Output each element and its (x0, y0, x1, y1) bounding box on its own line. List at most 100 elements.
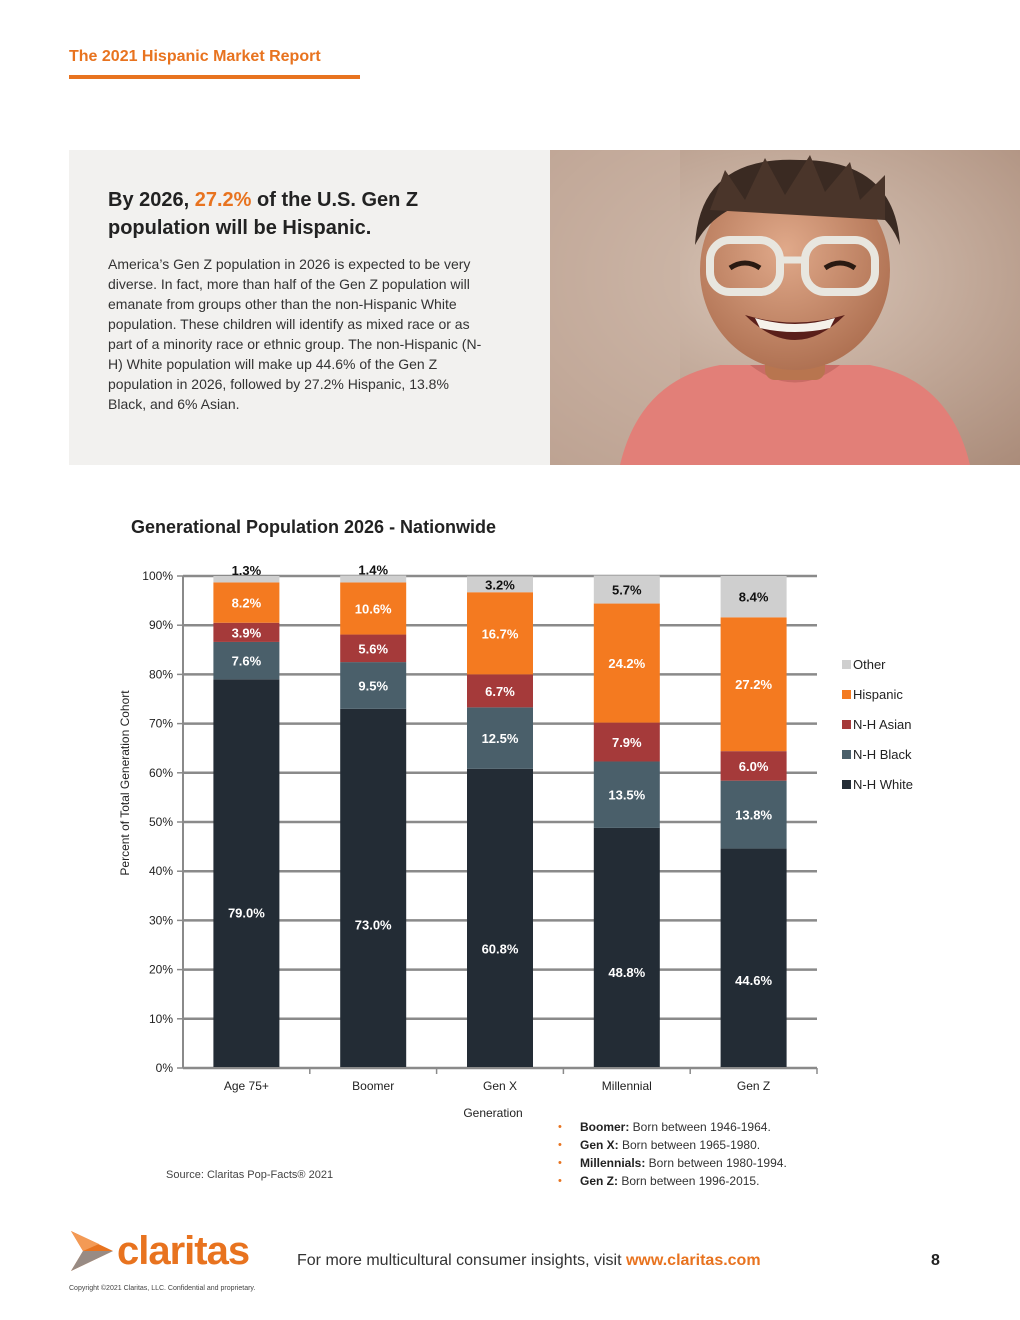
y-tick-label: 60% (149, 766, 173, 780)
data-label: 10.6% (355, 601, 392, 616)
y-tick-label: 50% (149, 815, 173, 829)
bar-segment (340, 708, 407, 1068)
heading-accent-stat: 27.2% (194, 189, 252, 211)
data-label: 8.2% (232, 596, 262, 611)
bar-segment (340, 575, 407, 583)
legend-swatch (842, 720, 851, 729)
generation-name: Boomer: (580, 1120, 630, 1134)
bar-segment (593, 722, 660, 762)
data-label: 7.6% (232, 654, 262, 669)
callout-heading: By 2026, 27.2% of the U.S. Gen Z populat… (108, 186, 508, 242)
claritas-logo-icon[interactable] (69, 1227, 269, 1275)
bar-segment (213, 576, 280, 583)
copyright-notice: Copyright ©2021 Claritas, LLC. Confident… (69, 1285, 256, 1292)
photo-illustration (550, 150, 1020, 465)
generation-definition-item: Gen Z: Born between 1996-2015. (558, 1172, 787, 1190)
heading-tail: of the U.S. Gen Z population will be His… (108, 189, 419, 239)
bar-segment (213, 582, 280, 623)
bar-segment (467, 576, 533, 593)
data-label: 13.8% (735, 808, 772, 823)
legend-label: N-H White (853, 777, 913, 792)
x-tick-label: Gen X (483, 1079, 517, 1093)
bar-segment (340, 634, 407, 663)
data-label: 79.0% (228, 906, 265, 921)
legend-swatch (842, 780, 851, 789)
bar-segment (593, 761, 660, 828)
data-label: 5.6% (358, 641, 388, 656)
data-label: 1.4% (358, 563, 388, 578)
y-tick-label: 90% (149, 618, 173, 632)
data-label: 3.2% (485, 577, 515, 592)
callout-body: America’s Gen Z population in 2026 is ex… (108, 256, 482, 412)
y-tick-label: 0% (156, 1061, 174, 1075)
bar-segment (340, 582, 407, 635)
data-label: 3.9% (232, 625, 262, 640)
y-tick-label: 30% (149, 913, 173, 927)
bar-segment (593, 827, 660, 1068)
x-tick-label: Age 75+ (224, 1079, 269, 1093)
callout-box: By 2026, 27.2% of the U.S. Gen Z populat… (69, 150, 550, 465)
generation-range: Born between 1965-1980. (618, 1138, 761, 1152)
generation-range: Born between 1980-1994. (645, 1156, 787, 1170)
bar-segment (340, 662, 407, 709)
generation-definitions: Boomer: Born between 1946-1964. Gen X: B… (558, 1118, 787, 1190)
bar-segment (593, 603, 660, 723)
generation-range: Born between 1946-1964. (629, 1120, 771, 1134)
chart-source: Source: Claritas Pop-Facts® 2021 (166, 1169, 334, 1181)
y-tick-label: 40% (149, 864, 173, 878)
bar-segment (593, 575, 660, 604)
y-tick-label: 100% (142, 569, 173, 583)
y-tick-label: 80% (149, 667, 173, 681)
x-tick-label: Gen Z (737, 1079, 770, 1093)
generation-range: Born between 1996-2015. (618, 1174, 760, 1188)
y-tick-label: 20% (149, 963, 173, 977)
legend-label: N-H Black (853, 747, 912, 762)
page-number: 8 (931, 1252, 940, 1269)
legend-swatch (842, 690, 851, 699)
smiling-boy-photo (550, 150, 1020, 465)
generation-definition-item: Gen X: Born between 1965-1980. (558, 1136, 787, 1154)
data-label: 27.2% (735, 677, 772, 692)
bar-segment (467, 592, 533, 675)
bar-segment (213, 641, 280, 680)
data-label: 13.5% (608, 788, 645, 803)
claritas-website-link[interactable]: www.claritas.com (625, 1252, 761, 1269)
data-label: 60.8% (482, 941, 519, 956)
y-tick-label: 70% (149, 717, 173, 731)
x-tick-label: Millennial (602, 1079, 652, 1093)
bar-segment (720, 617, 787, 752)
bar-segment (213, 679, 280, 1068)
chart-title: Generational Population 2026 - Nationwid… (131, 517, 497, 537)
data-label: 9.5% (358, 678, 388, 693)
data-label: 73.0% (355, 917, 392, 932)
y-tick-label: 10% (149, 1012, 173, 1026)
legend-swatch (842, 660, 851, 669)
bar-segment (720, 848, 787, 1068)
data-label: 6.0% (739, 759, 769, 774)
legend-label: N-H Asian (853, 717, 912, 732)
footer-cta: For more multicultural consumer insights… (297, 1252, 761, 1270)
x-tick-label: Boomer (352, 1079, 394, 1093)
bar-segment (720, 751, 787, 781)
generation-name: Gen Z: (580, 1174, 618, 1188)
data-label: 48.8% (608, 965, 645, 980)
bar-segment (467, 674, 533, 708)
legend-label: Hispanic (853, 687, 903, 702)
data-label: 6.7% (485, 684, 515, 699)
bar-segment (720, 780, 787, 849)
generation-name: Millennials: (580, 1156, 646, 1170)
data-label: 12.5% (482, 731, 519, 746)
legend-label: Other (853, 657, 886, 672)
bar-segment (213, 622, 280, 642)
data-label: 16.7% (482, 626, 519, 641)
y-axis-label: Percent of Total Generation Cohort (118, 690, 132, 876)
data-label: 1.3% (232, 563, 262, 578)
title-underline (69, 75, 360, 79)
data-label: 7.9% (612, 735, 642, 750)
bar-segment (720, 576, 787, 618)
claritas-logo-text[interactable]: claritas (117, 1229, 250, 1273)
generation-definition-item: Millennials: Born between 1980-1994. (558, 1154, 787, 1172)
generation-definition-item: Boomer: Born between 1946-1964. (558, 1118, 787, 1136)
report-title: The 2021 Hispanic Market Report (69, 48, 321, 65)
